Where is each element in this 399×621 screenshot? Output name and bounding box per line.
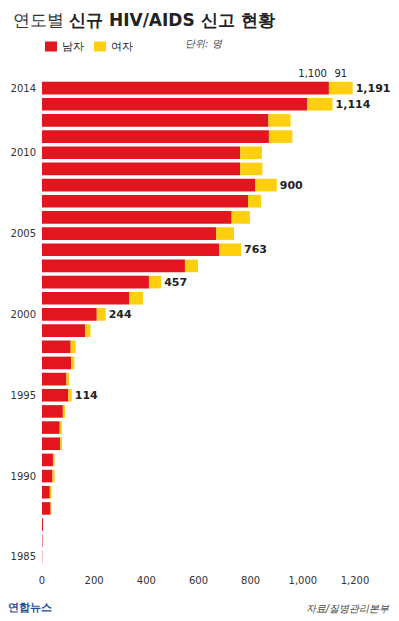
svg-text:남자: 남자 [62, 40, 84, 53]
svg-text:1985: 1985 [11, 551, 36, 562]
svg-text:1,200: 1,200 [341, 575, 370, 586]
svg-text:1,100: 1,100 [298, 68, 327, 79]
svg-text:600: 600 [189, 575, 208, 586]
svg-text:1995: 1995 [11, 390, 36, 401]
svg-text:2010: 2010 [11, 147, 36, 158]
svg-text:457: 457 [164, 276, 187, 289]
svg-text:114: 114 [75, 389, 98, 402]
svg-text:800: 800 [241, 575, 260, 586]
svg-text:2005: 2005 [11, 228, 36, 239]
svg-text:400: 400 [137, 575, 156, 586]
svg-text:연합뉴스: 연합뉴스 [8, 601, 52, 614]
svg-text:200: 200 [85, 575, 104, 586]
svg-text:1990: 1990 [11, 471, 36, 482]
svg-text:0: 0 [39, 575, 45, 586]
svg-text:2014: 2014 [11, 83, 36, 94]
svg-text:자료/질병관리본부: 자료/질병관리본부 [306, 603, 390, 614]
svg-text:1,191: 1,191 [356, 82, 391, 95]
svg-text:1,114: 1,114 [336, 98, 371, 111]
svg-text:2000: 2000 [11, 309, 36, 320]
svg-text:91: 91 [334, 68, 347, 79]
svg-text:763: 763 [244, 243, 267, 256]
svg-text:단위: 명: 단위: 명 [185, 38, 223, 49]
svg-text:신규 HIV/AIDS 신고 현황: 신규 HIV/AIDS 신고 현황 [69, 10, 275, 30]
svg-text:900: 900 [280, 179, 303, 192]
svg-text:연도별: 연도별 [13, 10, 64, 30]
svg-text:여자: 여자 [111, 40, 133, 53]
svg-text:1,000: 1,000 [289, 575, 318, 586]
svg-text:244: 244 [109, 308, 132, 321]
